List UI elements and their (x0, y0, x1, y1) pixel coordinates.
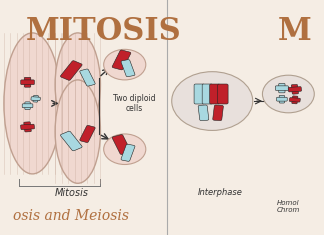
Circle shape (262, 75, 314, 113)
Ellipse shape (4, 33, 61, 174)
FancyBboxPatch shape (194, 84, 204, 104)
FancyBboxPatch shape (291, 84, 298, 94)
Ellipse shape (55, 33, 100, 136)
FancyBboxPatch shape (276, 97, 287, 101)
Text: M: M (277, 16, 311, 47)
Text: MITOSIS: MITOSIS (26, 16, 182, 47)
Text: Homol
Chrom: Homol Chrom (277, 200, 300, 213)
FancyBboxPatch shape (21, 80, 34, 85)
Text: osis and Meiosis: osis and Meiosis (13, 209, 129, 223)
Text: Two diploid
cells: Two diploid cells (113, 94, 156, 113)
Circle shape (104, 134, 146, 164)
Circle shape (172, 72, 253, 130)
FancyBboxPatch shape (60, 131, 82, 151)
FancyBboxPatch shape (121, 60, 135, 77)
FancyBboxPatch shape (25, 102, 30, 110)
FancyBboxPatch shape (210, 84, 220, 104)
FancyBboxPatch shape (289, 98, 300, 102)
FancyBboxPatch shape (213, 105, 223, 121)
FancyBboxPatch shape (60, 61, 82, 80)
FancyBboxPatch shape (24, 77, 31, 87)
FancyBboxPatch shape (218, 84, 228, 104)
FancyBboxPatch shape (121, 144, 135, 161)
Circle shape (104, 49, 146, 80)
FancyBboxPatch shape (33, 95, 38, 102)
Ellipse shape (55, 80, 100, 183)
FancyBboxPatch shape (112, 135, 131, 154)
FancyBboxPatch shape (279, 95, 284, 103)
FancyBboxPatch shape (112, 50, 131, 70)
FancyBboxPatch shape (80, 125, 95, 142)
FancyBboxPatch shape (202, 84, 213, 104)
FancyBboxPatch shape (279, 83, 285, 93)
FancyBboxPatch shape (198, 105, 209, 121)
FancyBboxPatch shape (288, 87, 302, 92)
Text: Mitosis: Mitosis (54, 188, 88, 198)
Text: Interphase: Interphase (198, 188, 243, 197)
FancyBboxPatch shape (24, 122, 31, 132)
FancyBboxPatch shape (80, 69, 95, 86)
FancyBboxPatch shape (31, 97, 40, 101)
FancyBboxPatch shape (275, 86, 288, 90)
FancyBboxPatch shape (20, 124, 35, 130)
FancyBboxPatch shape (292, 96, 298, 104)
FancyBboxPatch shape (22, 104, 33, 108)
